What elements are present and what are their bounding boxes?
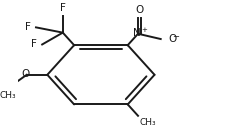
Text: O: O: [21, 69, 30, 79]
Text: CH₃: CH₃: [0, 91, 16, 100]
Text: F: F: [25, 22, 31, 32]
Text: F: F: [31, 39, 37, 49]
Text: +: +: [140, 27, 146, 33]
Text: N: N: [133, 28, 140, 38]
Text: CH₃: CH₃: [138, 118, 155, 127]
Text: F: F: [60, 3, 65, 13]
Text: O: O: [167, 34, 176, 44]
Text: O: O: [134, 5, 143, 15]
Text: −: −: [171, 32, 178, 41]
